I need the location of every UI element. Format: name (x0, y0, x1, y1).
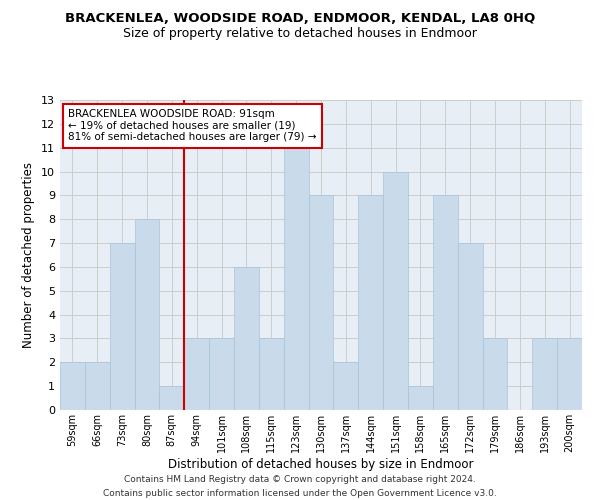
Bar (383, 172, 408, 410)
Bar (334, 362, 358, 410)
Bar (184, 338, 209, 410)
Bar (85, 362, 110, 410)
Bar (308, 196, 334, 410)
Bar (134, 219, 160, 410)
Bar (482, 338, 508, 410)
Bar (60, 362, 85, 410)
Text: BRACKENLEA WOODSIDE ROAD: 91sqm
← 19% of detached houses are smaller (19)
81% of: BRACKENLEA WOODSIDE ROAD: 91sqm ← 19% of… (68, 110, 316, 142)
Y-axis label: Number of detached properties: Number of detached properties (22, 162, 35, 348)
Bar (259, 338, 284, 410)
X-axis label: Distribution of detached houses by size in Endmoor: Distribution of detached houses by size … (168, 458, 474, 470)
Bar (433, 196, 458, 410)
Bar (209, 338, 234, 410)
Bar (557, 338, 582, 410)
Text: BRACKENLEA, WOODSIDE ROAD, ENDMOOR, KENDAL, LA8 0HQ: BRACKENLEA, WOODSIDE ROAD, ENDMOOR, KEND… (65, 12, 535, 26)
Text: Contains HM Land Registry data © Crown copyright and database right 2024.
Contai: Contains HM Land Registry data © Crown c… (103, 476, 497, 498)
Bar (532, 338, 557, 410)
Bar (408, 386, 433, 410)
Bar (160, 386, 184, 410)
Bar (110, 243, 134, 410)
Bar (358, 196, 383, 410)
Bar (284, 148, 308, 410)
Text: Size of property relative to detached houses in Endmoor: Size of property relative to detached ho… (123, 28, 477, 40)
Bar (458, 243, 482, 410)
Bar (234, 267, 259, 410)
